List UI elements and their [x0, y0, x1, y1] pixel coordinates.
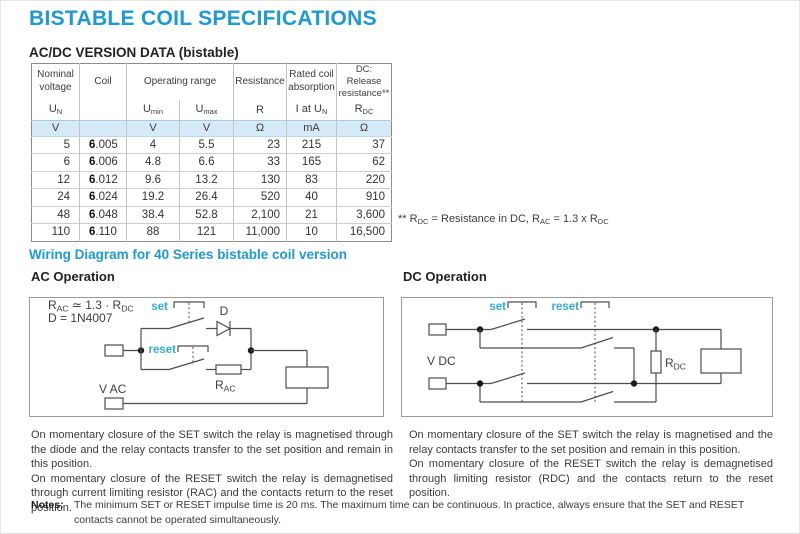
- relay-coil: [285, 366, 329, 389]
- sym-umin: Umin: [126, 99, 180, 121]
- dc-source-label: V DC: [427, 354, 456, 368]
- col-coil: Coil: [79, 63, 127, 100]
- ac-description-set: On momentary closure of the SET switch t…: [31, 429, 393, 471]
- resistor-icon: [650, 350, 662, 374]
- set-label: set: [151, 301, 168, 313]
- set-label: set: [489, 301, 506, 313]
- table-row: 110 6.110 88 121 11,000 10 16,500: [31, 223, 392, 242]
- sym-i-at-un: I at UN: [286, 99, 337, 121]
- col-dc-release-resistance: DC: Release resistance**: [336, 63, 392, 100]
- table-row: 48 6.048 38.4 52.8 2,100 21 3,600: [31, 205, 392, 224]
- dc-operation-heading: DC Operation: [403, 269, 487, 284]
- terminal-box: [428, 323, 447, 336]
- table-row: 24 6.024 19.2 26.4 520 40 910: [31, 188, 392, 207]
- set-switch: [141, 301, 205, 330]
- page-title: BISTABLE COIL SPECIFICATIONS: [29, 7, 377, 30]
- sym-r: R: [233, 99, 287, 121]
- ac-source-label: V AC: [99, 382, 127, 396]
- terminal-box: [428, 377, 447, 390]
- reset-label: reset: [149, 344, 177, 356]
- coil-spec-table: Nominal voltage Coil Operating range Res…: [31, 63, 392, 242]
- ac-resistor-label: RAC: [215, 378, 235, 394]
- junction-dot: [630, 380, 638, 387]
- table-row: 12 6.012 9.6 13.2 130 83 220: [31, 170, 392, 189]
- wiring-section-heading: Wiring Diagram for 40 Series bistable co…: [29, 247, 347, 262]
- ac-circuit-diagram: RAC ≃ 1.3 · RDC D = 1N4007 V AC set D: [29, 297, 384, 417]
- ac-formula-rac: RAC ≃ 1.3 · RDC: [48, 298, 134, 314]
- table-section-heading: AC/DC VERSION DATA (bistable): [29, 45, 239, 60]
- set-switch: [490, 301, 537, 402]
- col-operating-range: Operating range: [126, 63, 234, 100]
- dc-resistor-label: RDC: [665, 356, 686, 372]
- reset-switch: [141, 345, 209, 371]
- table-header-units: V V V Ω mA Ω: [31, 119, 392, 137]
- junction-dot: [476, 380, 484, 387]
- dc-circuit-diagram: V DC set reset: [401, 297, 773, 417]
- col-nominal-voltage: Nominal voltage: [37, 69, 74, 93]
- ac-formula-diode: D = 1N4007: [48, 311, 113, 325]
- sym-un: UN: [48, 103, 63, 117]
- sym-rdc: RDC: [336, 99, 392, 121]
- notes-label: Notes:: [31, 499, 64, 511]
- notes-text: The minimum SET or RESET impulse time is…: [74, 499, 745, 527]
- dc-description-reset: On momentary closure of the RESET switch…: [409, 458, 773, 500]
- ac-description: On momentary closure of the SET switch t…: [31, 428, 393, 515]
- sym-umax: Umax: [179, 99, 234, 121]
- relay-coil: [700, 348, 742, 374]
- col-rated-coil-absorption: Rated coil absorption: [286, 63, 337, 100]
- resistor-icon: [215, 364, 242, 375]
- reset-label: reset: [552, 301, 580, 313]
- table-footnote: ** RDC = Resistance in DC, RAC = 1.3 x R…: [398, 213, 609, 226]
- diode-label: D: [220, 304, 229, 318]
- notes-block: Notes: The minimum SET or RESET impulse …: [31, 498, 779, 528]
- terminal-box: [104, 397, 124, 410]
- ac-operation-heading: AC Operation: [31, 269, 115, 284]
- table-header-symbols: UN Umin Umax R I at UN RDC: [32, 99, 392, 121]
- table-header-names: Nominal voltage Coil Operating range Res…: [32, 63, 392, 100]
- table-row: 5 6.005 4 5.5 23 215 37: [31, 135, 392, 154]
- dc-description: On momentary closure of the SET switch t…: [409, 428, 773, 501]
- table-row: 6 6.006 4.8 6.6 33 165 62: [31, 153, 392, 172]
- col-resistance: Resistance: [233, 63, 287, 100]
- diagram-frame: [29, 297, 384, 417]
- dc-description-set: On momentary closure of the SET switch t…: [409, 429, 773, 456]
- reset-switch: [479, 301, 657, 403]
- ac-description-reset: On momentary closure of the RESET switch…: [31, 472, 393, 514]
- terminal-box: [104, 344, 124, 357]
